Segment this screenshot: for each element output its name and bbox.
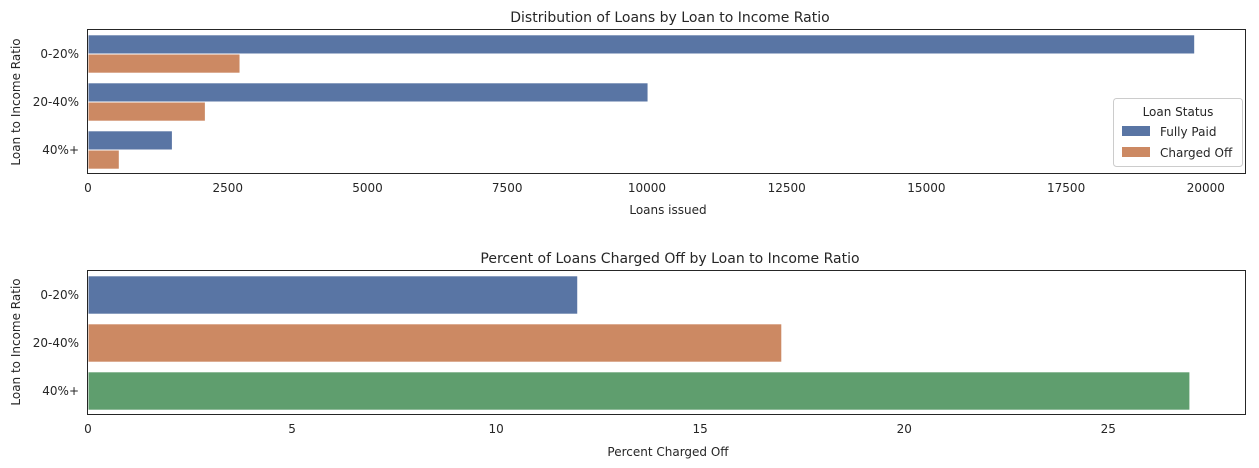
x-tick-label: 25 [1101, 422, 1116, 436]
x-tick-labels: 0 2500 5000 7500 10000 12500 15000 17500 20000 [84, 181, 1225, 195]
bar-charged-off-20-40 [87, 101, 206, 122]
plot-frame [87, 270, 1246, 415]
x-tick-label: 15 [693, 422, 708, 436]
legend-swatch-charged-off [1122, 147, 1150, 157]
x-tick-label: 12500 [768, 181, 806, 195]
x-tick-label: 10 [488, 422, 503, 436]
x-tick-labels: 0 5 10 15 20 25 [84, 422, 1116, 436]
bar-charged-off-0-20 [87, 53, 241, 74]
x-tick-label: 5000 [352, 181, 383, 195]
y-axis-label: Loan to Income Ratio [9, 38, 23, 165]
bar-0-20 [87, 275, 579, 315]
y-tick-label: 40%+ [42, 384, 79, 398]
x-tick-label: 5 [288, 422, 296, 436]
x-tick-label: 17500 [1047, 181, 1085, 195]
x-tick-label: 10000 [628, 181, 666, 195]
x-tick-label: 0 [84, 422, 92, 436]
x-tick-label: 20000 [1187, 181, 1225, 195]
legend-label-fully-paid: Fully Paid [1160, 125, 1216, 139]
legend: Loan Status Fully Paid Charged Off [1113, 98, 1243, 167]
legend-swatch-fully-paid [1122, 126, 1150, 136]
bar-fully-paid-0-20 [87, 34, 1196, 55]
x-tick-label: 0 [84, 181, 92, 195]
y-tick-label: 0-20% [40, 47, 79, 61]
y-axis-label: Loan to Income Ratio [9, 278, 23, 405]
bar-20-40 [87, 323, 783, 363]
x-tick-label: 20 [897, 422, 912, 436]
bars-group [87, 275, 1191, 411]
percent-charged-off-chart: Percent of Loans Charged Off by Loan to … [9, 251, 1246, 459]
chart-title: Distribution of Loans by Loan to Income … [510, 10, 829, 26]
y-tick-labels: 0-20% 20-40% 40%+ [33, 288, 79, 398]
legend-title: Loan Status [1143, 105, 1214, 119]
bars-group [87, 34, 1196, 170]
y-tick-label: 20-40% [33, 95, 79, 109]
x-axis-label: Loans issued [629, 203, 706, 217]
legend-label-charged-off: Charged Off [1160, 146, 1233, 160]
bar-fully-paid-20-40 [87, 82, 649, 103]
y-tick-label: 20-40% [33, 336, 79, 350]
y-tick-label: 40%+ [42, 143, 79, 157]
x-tick-label: 15000 [907, 181, 945, 195]
loans-distribution-chart: Distribution of Loans by Loan to Income … [9, 10, 1246, 217]
plot-frame [87, 29, 1246, 174]
x-axis-label: Percent Charged Off [607, 445, 729, 459]
x-tick-label: 2500 [212, 181, 243, 195]
bar-40 [87, 371, 1191, 411]
bar-fully-paid-40 [87, 130, 173, 151]
y-tick-labels: 0-20% 20-40% 40%+ [33, 47, 79, 157]
chart-title: Percent of Loans Charged Off by Loan to … [480, 251, 859, 267]
y-tick-label: 0-20% [40, 288, 79, 302]
bar-charged-off-40 [87, 149, 120, 170]
x-tick-label: 7500 [492, 181, 523, 195]
